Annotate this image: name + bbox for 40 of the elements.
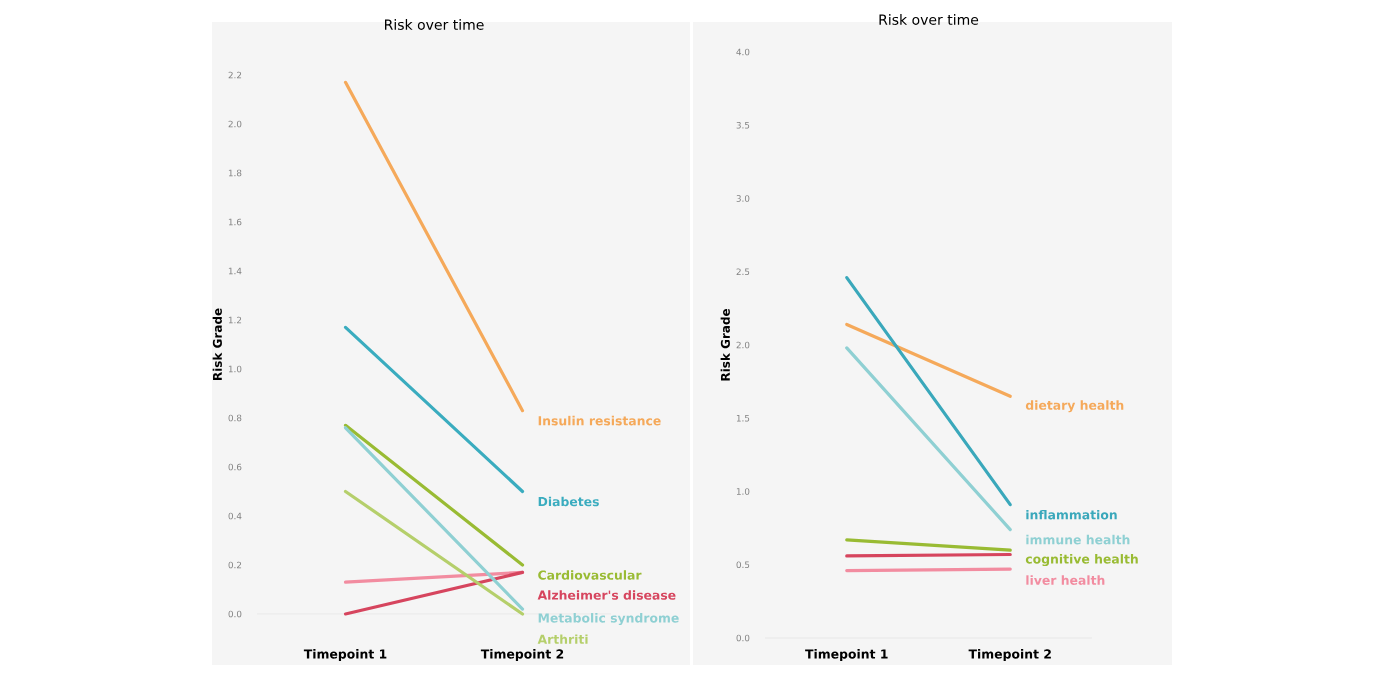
- y-tick-label: 3.0: [736, 195, 750, 202]
- y-tick-label: 2.5: [736, 268, 750, 276]
- y-tick-label: 1.0: [736, 488, 750, 495]
- y-axis-title: Risk Grade: [212, 308, 222, 381]
- y-tick-label: 0.8: [228, 414, 242, 422]
- series-label: Cardiovascular: [538, 570, 642, 580]
- series-label: Diabetes: [538, 496, 599, 507]
- y-tick-label: 0.6: [228, 463, 242, 471]
- series-label: inflammation: [1026, 509, 1117, 520]
- y-tick-label: 1.5: [736, 414, 750, 422]
- series-label: liver health: [1026, 575, 1105, 585]
- y-axis-title: Risk Grade: [720, 308, 730, 381]
- y-tick-label: 0.0: [736, 634, 750, 642]
- series-label: Insulin resistance: [538, 415, 661, 426]
- series-label: cognitive health: [1025, 554, 1138, 567]
- series-label: Alzheimer's disease: [537, 590, 676, 600]
- y-tick-label: 2.0: [736, 341, 750, 349]
- y-tick-label: 4.0: [736, 48, 750, 56]
- y-tick-label: 0.0: [228, 610, 242, 618]
- y-tick-label: 2.0: [228, 120, 242, 128]
- y-tick-label: 3.5: [736, 121, 750, 129]
- y-tick-label: 1.6: [228, 218, 242, 226]
- y-tick-label: 2.2: [228, 71, 242, 79]
- series-label: dietary health: [1025, 400, 1124, 413]
- text: Arthriti: [537, 634, 588, 644]
- y-tick-label: 1.4: [228, 267, 242, 275]
- y-tick-label: 1.0: [228, 365, 242, 373]
- y-tick-label: 1.8: [228, 169, 242, 177]
- x-tick-label: Timepoint 1: [805, 649, 888, 662]
- y-tick-label: 0.4: [228, 512, 242, 520]
- series-label: Metabolic syndrome: [538, 613, 679, 626]
- x-tick-label: Timepoint 2: [480, 649, 564, 662]
- series-label: immune health: [1026, 534, 1130, 545]
- x-tick-label: Timepoint 2: [968, 649, 1051, 662]
- y-tick-label: 1.2: [228, 316, 242, 324]
- chart-title: Risk over time: [385, 19, 484, 30]
- y-tick-label: 0.2: [228, 561, 242, 569]
- y-tick-label: 0.5: [736, 561, 750, 569]
- x-tick-label: Timepoint 1: [303, 649, 387, 662]
- chart-title: Risk over time: [879, 14, 979, 25]
